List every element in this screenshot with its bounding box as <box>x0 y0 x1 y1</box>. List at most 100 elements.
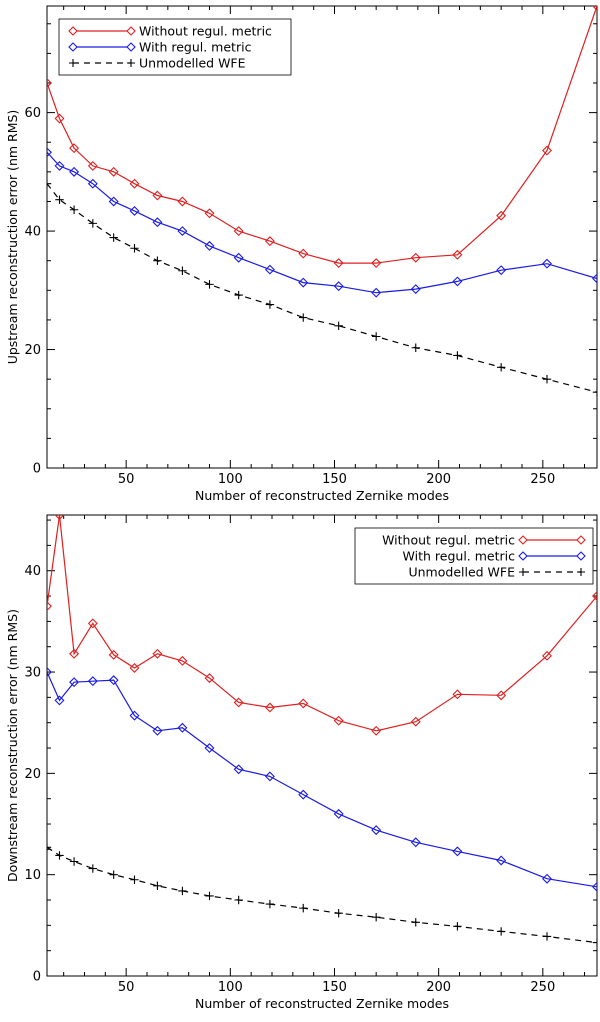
data-point <box>178 266 187 275</box>
data-point <box>542 145 552 156</box>
data-point <box>371 825 382 836</box>
data-point <box>452 689 463 700</box>
series-line <box>47 151 597 294</box>
x-tick-label: 50 <box>118 472 135 487</box>
data-point <box>334 908 343 918</box>
data-point <box>264 771 275 782</box>
x-tick-label: 100 <box>218 980 243 995</box>
data-point <box>298 248 309 259</box>
data-point <box>69 677 80 688</box>
data-point <box>411 918 420 927</box>
data-point <box>264 236 275 247</box>
data-point <box>129 710 140 721</box>
data-point <box>152 217 163 228</box>
data-point <box>55 851 64 860</box>
data-point <box>47 78 52 88</box>
legend-marker <box>127 59 135 67</box>
data-point <box>496 210 507 221</box>
y-tick-label: 10 <box>24 868 41 883</box>
data-point <box>453 351 462 360</box>
data-point <box>129 663 140 673</box>
data-point <box>69 143 80 154</box>
series-3 <box>47 179 597 397</box>
data-point <box>333 808 344 819</box>
legend-marker <box>68 42 78 52</box>
data-point <box>542 932 552 941</box>
data-point <box>88 219 98 228</box>
data-point <box>371 287 382 298</box>
series-line <box>47 671 597 888</box>
x-tick-label: 100 <box>218 472 243 487</box>
data-point <box>592 881 597 892</box>
data-point <box>152 648 163 659</box>
data-point <box>177 226 188 237</box>
series-2 <box>47 147 597 298</box>
data-point <box>592 591 597 602</box>
x-tick-label: 200 <box>426 980 451 995</box>
data-point <box>87 160 98 171</box>
y-tick-label: 60 <box>24 106 41 121</box>
y-tick-label: 40 <box>24 225 41 240</box>
y-axis-label: Upstream reconstruction error (nm RMS) <box>5 110 20 365</box>
data-point <box>542 873 552 884</box>
y-tick-label: 0 <box>33 970 41 985</box>
data-point <box>233 252 244 263</box>
plot-frame <box>46 5 598 469</box>
data-point <box>452 846 463 857</box>
legend-label: Unmodelled WFE <box>139 56 246 71</box>
y-tick-label: 20 <box>24 343 41 358</box>
data-point <box>47 843 52 852</box>
data-point <box>152 725 163 736</box>
series-line <box>47 846 597 944</box>
legend-marker <box>69 59 77 67</box>
data-point <box>410 837 421 848</box>
data-point <box>592 938 597 947</box>
x-axis-label: Number of reconstructed Zernike modes <box>195 996 449 1011</box>
data-point <box>47 601 52 612</box>
data-point <box>371 725 382 736</box>
data-point <box>177 196 188 207</box>
data-point <box>87 676 98 687</box>
data-point <box>452 276 463 287</box>
data-point <box>108 166 119 177</box>
legend-marker <box>126 42 136 52</box>
data-point <box>410 716 421 727</box>
y-tick-label: 30 <box>24 666 41 681</box>
data-point <box>592 273 597 284</box>
data-point <box>47 147 52 158</box>
legend-marker <box>577 568 585 576</box>
legend-marker <box>126 26 136 36</box>
legend-marker <box>518 551 528 561</box>
data-point <box>204 240 215 251</box>
data-point <box>54 113 65 124</box>
data-point <box>47 667 52 678</box>
legend-marker <box>518 535 528 545</box>
series-line <box>47 183 597 393</box>
data-point <box>542 650 552 661</box>
data-point <box>299 903 308 913</box>
series-1 <box>47 6 597 269</box>
legend-marker <box>519 568 527 576</box>
x-tick-label: 250 <box>530 980 555 995</box>
data-point <box>234 895 243 905</box>
data-point <box>108 196 119 207</box>
x-axis-label: Number of reconstructed Zernike modes <box>195 488 449 503</box>
plot-frame <box>46 514 598 977</box>
data-point <box>177 655 188 666</box>
x-tick-label: 250 <box>530 472 555 487</box>
chart-panel-1: 50 100 150 200 250 0 20 40 60 Number of reconstru… <box>5 5 598 503</box>
data-point <box>69 166 80 177</box>
data-point <box>333 258 344 269</box>
data-point <box>69 648 80 659</box>
series-1 <box>47 515 597 736</box>
series-line <box>47 515 597 732</box>
data-point <box>333 715 344 726</box>
data-point <box>87 618 98 629</box>
data-point <box>204 743 215 754</box>
data-point <box>152 190 163 201</box>
data-point <box>109 870 118 879</box>
data-point <box>87 178 98 189</box>
data-point <box>496 855 507 866</box>
data-point <box>204 673 215 684</box>
data-point <box>264 702 275 713</box>
